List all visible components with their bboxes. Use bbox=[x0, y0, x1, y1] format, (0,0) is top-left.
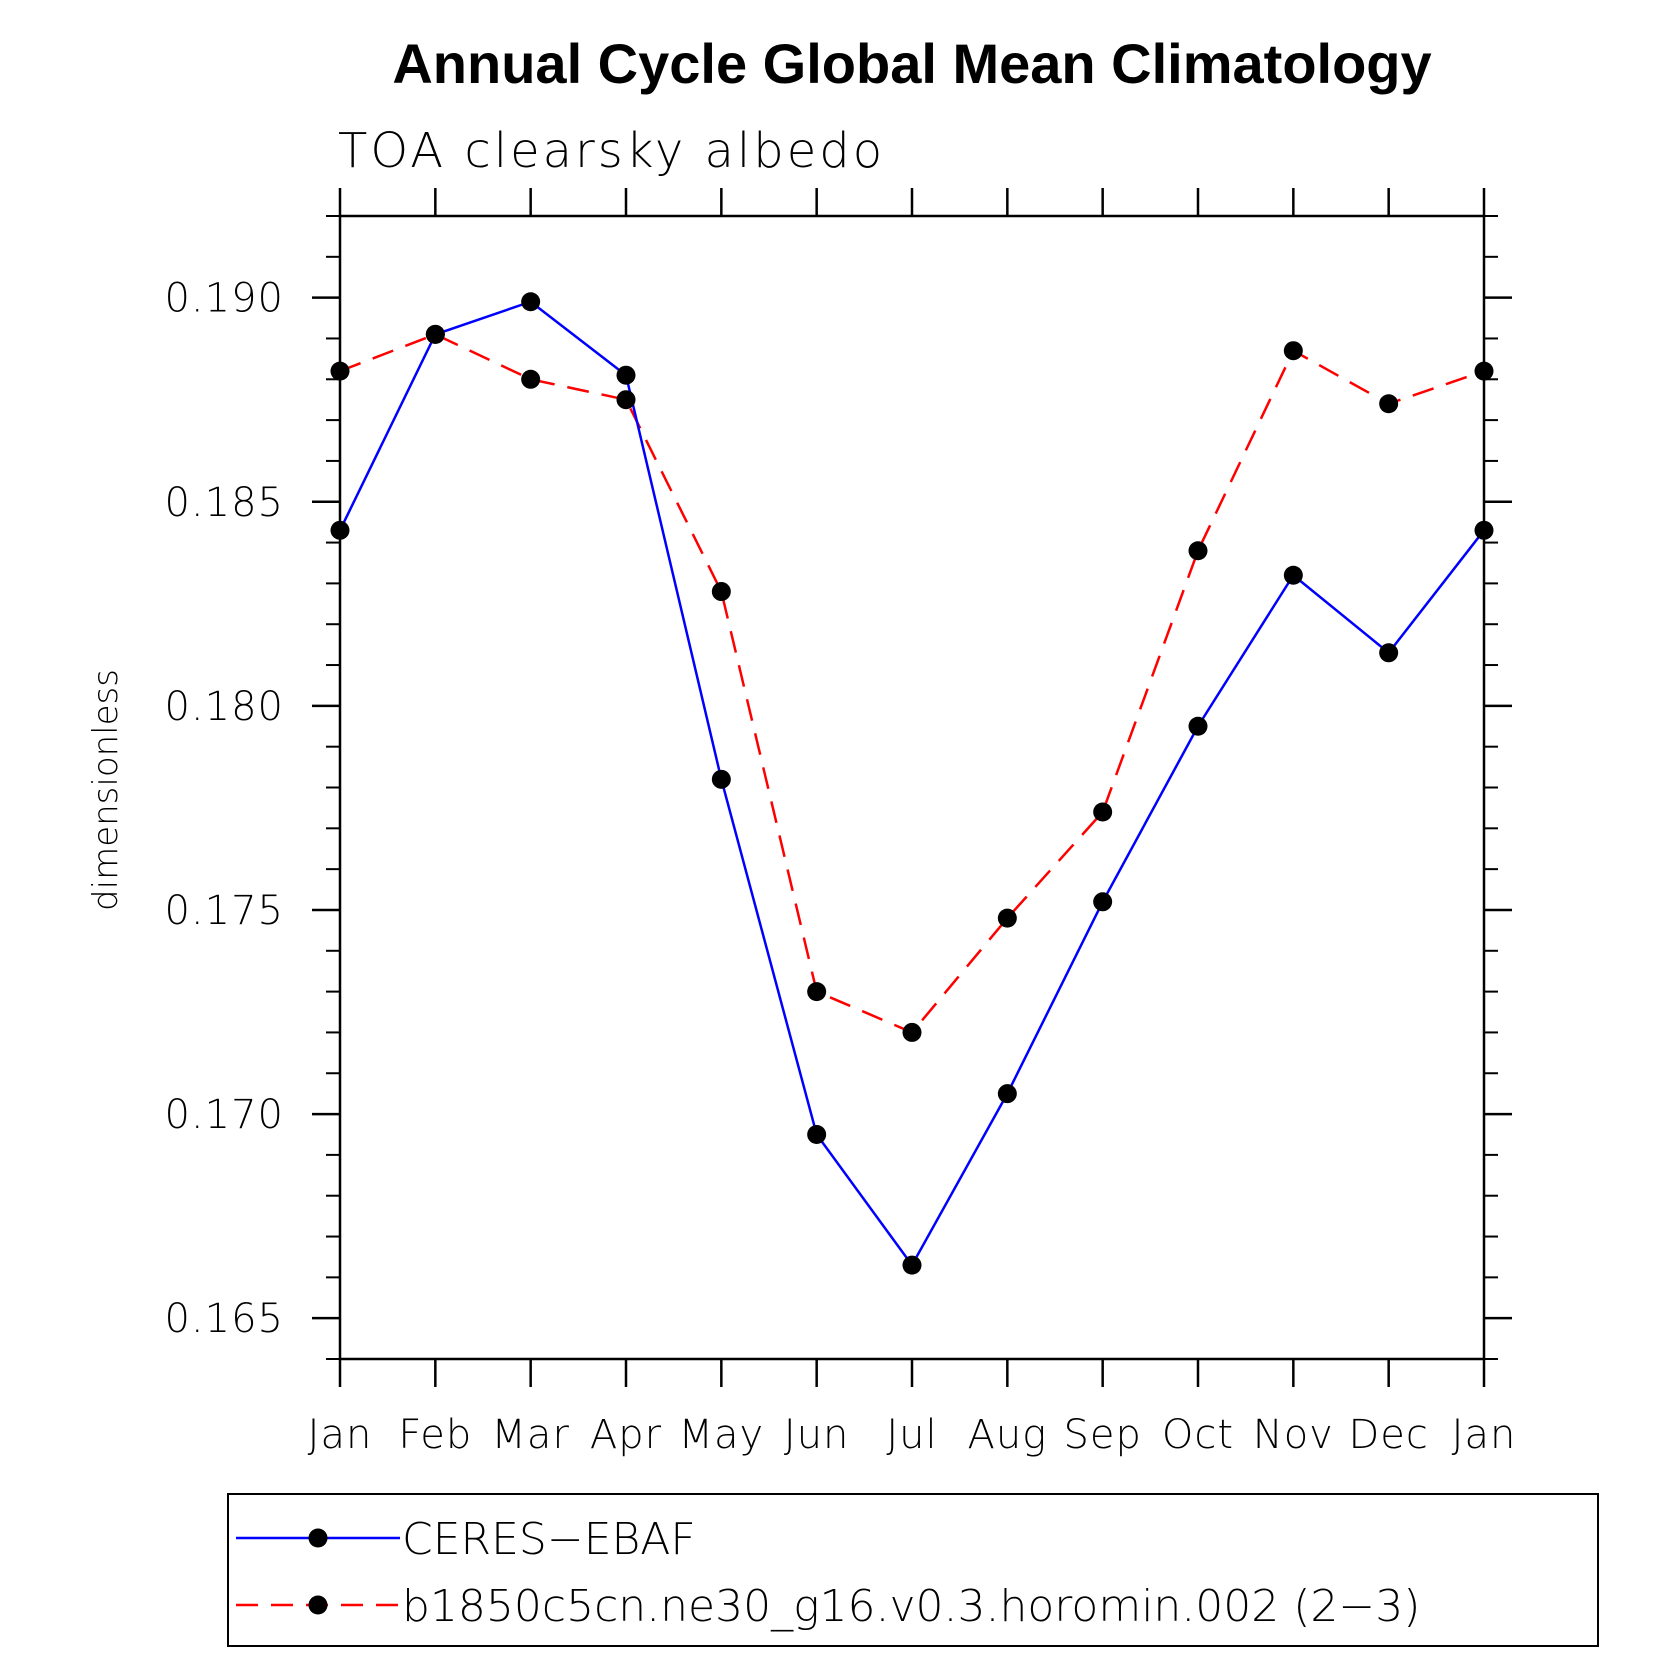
series-0-point bbox=[616, 365, 636, 385]
y-axis-label: dimensionless bbox=[86, 669, 126, 911]
x-tick-label: Oct bbox=[1162, 1412, 1234, 1458]
chart-subtitle: TOA clearsky albedo bbox=[338, 123, 885, 179]
x-tick-label: Sep bbox=[1063, 1412, 1141, 1458]
x-tick-label: May bbox=[678, 1412, 764, 1458]
series-0-point bbox=[1474, 520, 1494, 540]
series-0-point bbox=[330, 520, 350, 540]
series-1-point bbox=[1379, 394, 1399, 414]
y-tick-label: 0.190 bbox=[164, 276, 284, 322]
series-0-point bbox=[807, 1124, 827, 1144]
y-tick-label: 0.165 bbox=[164, 1296, 284, 1342]
series-1-point bbox=[807, 982, 827, 1002]
series-1-point bbox=[1474, 361, 1494, 381]
x-tick-label: Mar bbox=[491, 1412, 569, 1458]
series-0-point bbox=[425, 324, 445, 344]
x-tick-label: Jun bbox=[784, 1412, 850, 1458]
series-1-point bbox=[1188, 541, 1208, 561]
plot-area: Jan Feb Mar Apr May Jun Jul Aug Sep Oct Nov Dec Jan 0… bbox=[164, 188, 1517, 1458]
legend-marker-0 bbox=[308, 1528, 328, 1548]
x-tick-label: Jan bbox=[308, 1412, 373, 1458]
series-line-0 bbox=[338, 300, 1485, 1268]
legend: CERES−EBAF b1850c5cn.ne30_g16.v0.3.horomi… bbox=[227, 1493, 1599, 1647]
series-1-point bbox=[711, 582, 731, 602]
series-0-point bbox=[521, 292, 541, 312]
series-0-point bbox=[1188, 716, 1208, 736]
series-1-point bbox=[616, 390, 636, 410]
x-tick-label: Apr bbox=[590, 1412, 662, 1458]
y-tick-label: 0.185 bbox=[164, 480, 284, 526]
series-1-point bbox=[330, 361, 350, 381]
series-1-point bbox=[1283, 341, 1303, 361]
x-tick-label: Nov bbox=[1253, 1412, 1334, 1458]
chart-title: Annual Cycle Global Mean Climatology bbox=[392, 32, 1431, 95]
x-tick-label: Jan bbox=[1452, 1412, 1517, 1458]
series-1-point bbox=[521, 369, 541, 389]
y-tick-label: 0.175 bbox=[164, 888, 284, 934]
legend-label-1: b1850c5cn.ne30_g16.v0.3.horomin.002 (2−3… bbox=[402, 1581, 1420, 1632]
series-line-1 bbox=[339, 333, 1485, 1034]
legend-box bbox=[227, 1493, 1599, 1647]
series-0-point bbox=[711, 769, 731, 789]
x-tick-label: Aug bbox=[967, 1412, 1047, 1458]
legend-marker-1 bbox=[308, 1595, 328, 1615]
series-0-point bbox=[997, 1084, 1017, 1104]
x-tick-label: Dec bbox=[1348, 1412, 1428, 1458]
series-1-point bbox=[997, 908, 1017, 928]
series-0-point bbox=[1093, 892, 1113, 912]
plot-frame bbox=[338, 214, 1486, 1361]
y-tick-label: 0.170 bbox=[164, 1092, 284, 1138]
x-tick-label: Jul bbox=[886, 1412, 937, 1458]
series-1-point bbox=[902, 1022, 922, 1042]
series-0-point bbox=[1283, 565, 1303, 585]
y-tick-label: 0.180 bbox=[164, 684, 284, 730]
series-1-point bbox=[1093, 802, 1113, 822]
series-0-point bbox=[1379, 643, 1399, 663]
legend-label-0: CERES−EBAF bbox=[402, 1514, 696, 1565]
series-0-point bbox=[902, 1255, 922, 1275]
x-tick-label: Feb bbox=[398, 1412, 472, 1458]
